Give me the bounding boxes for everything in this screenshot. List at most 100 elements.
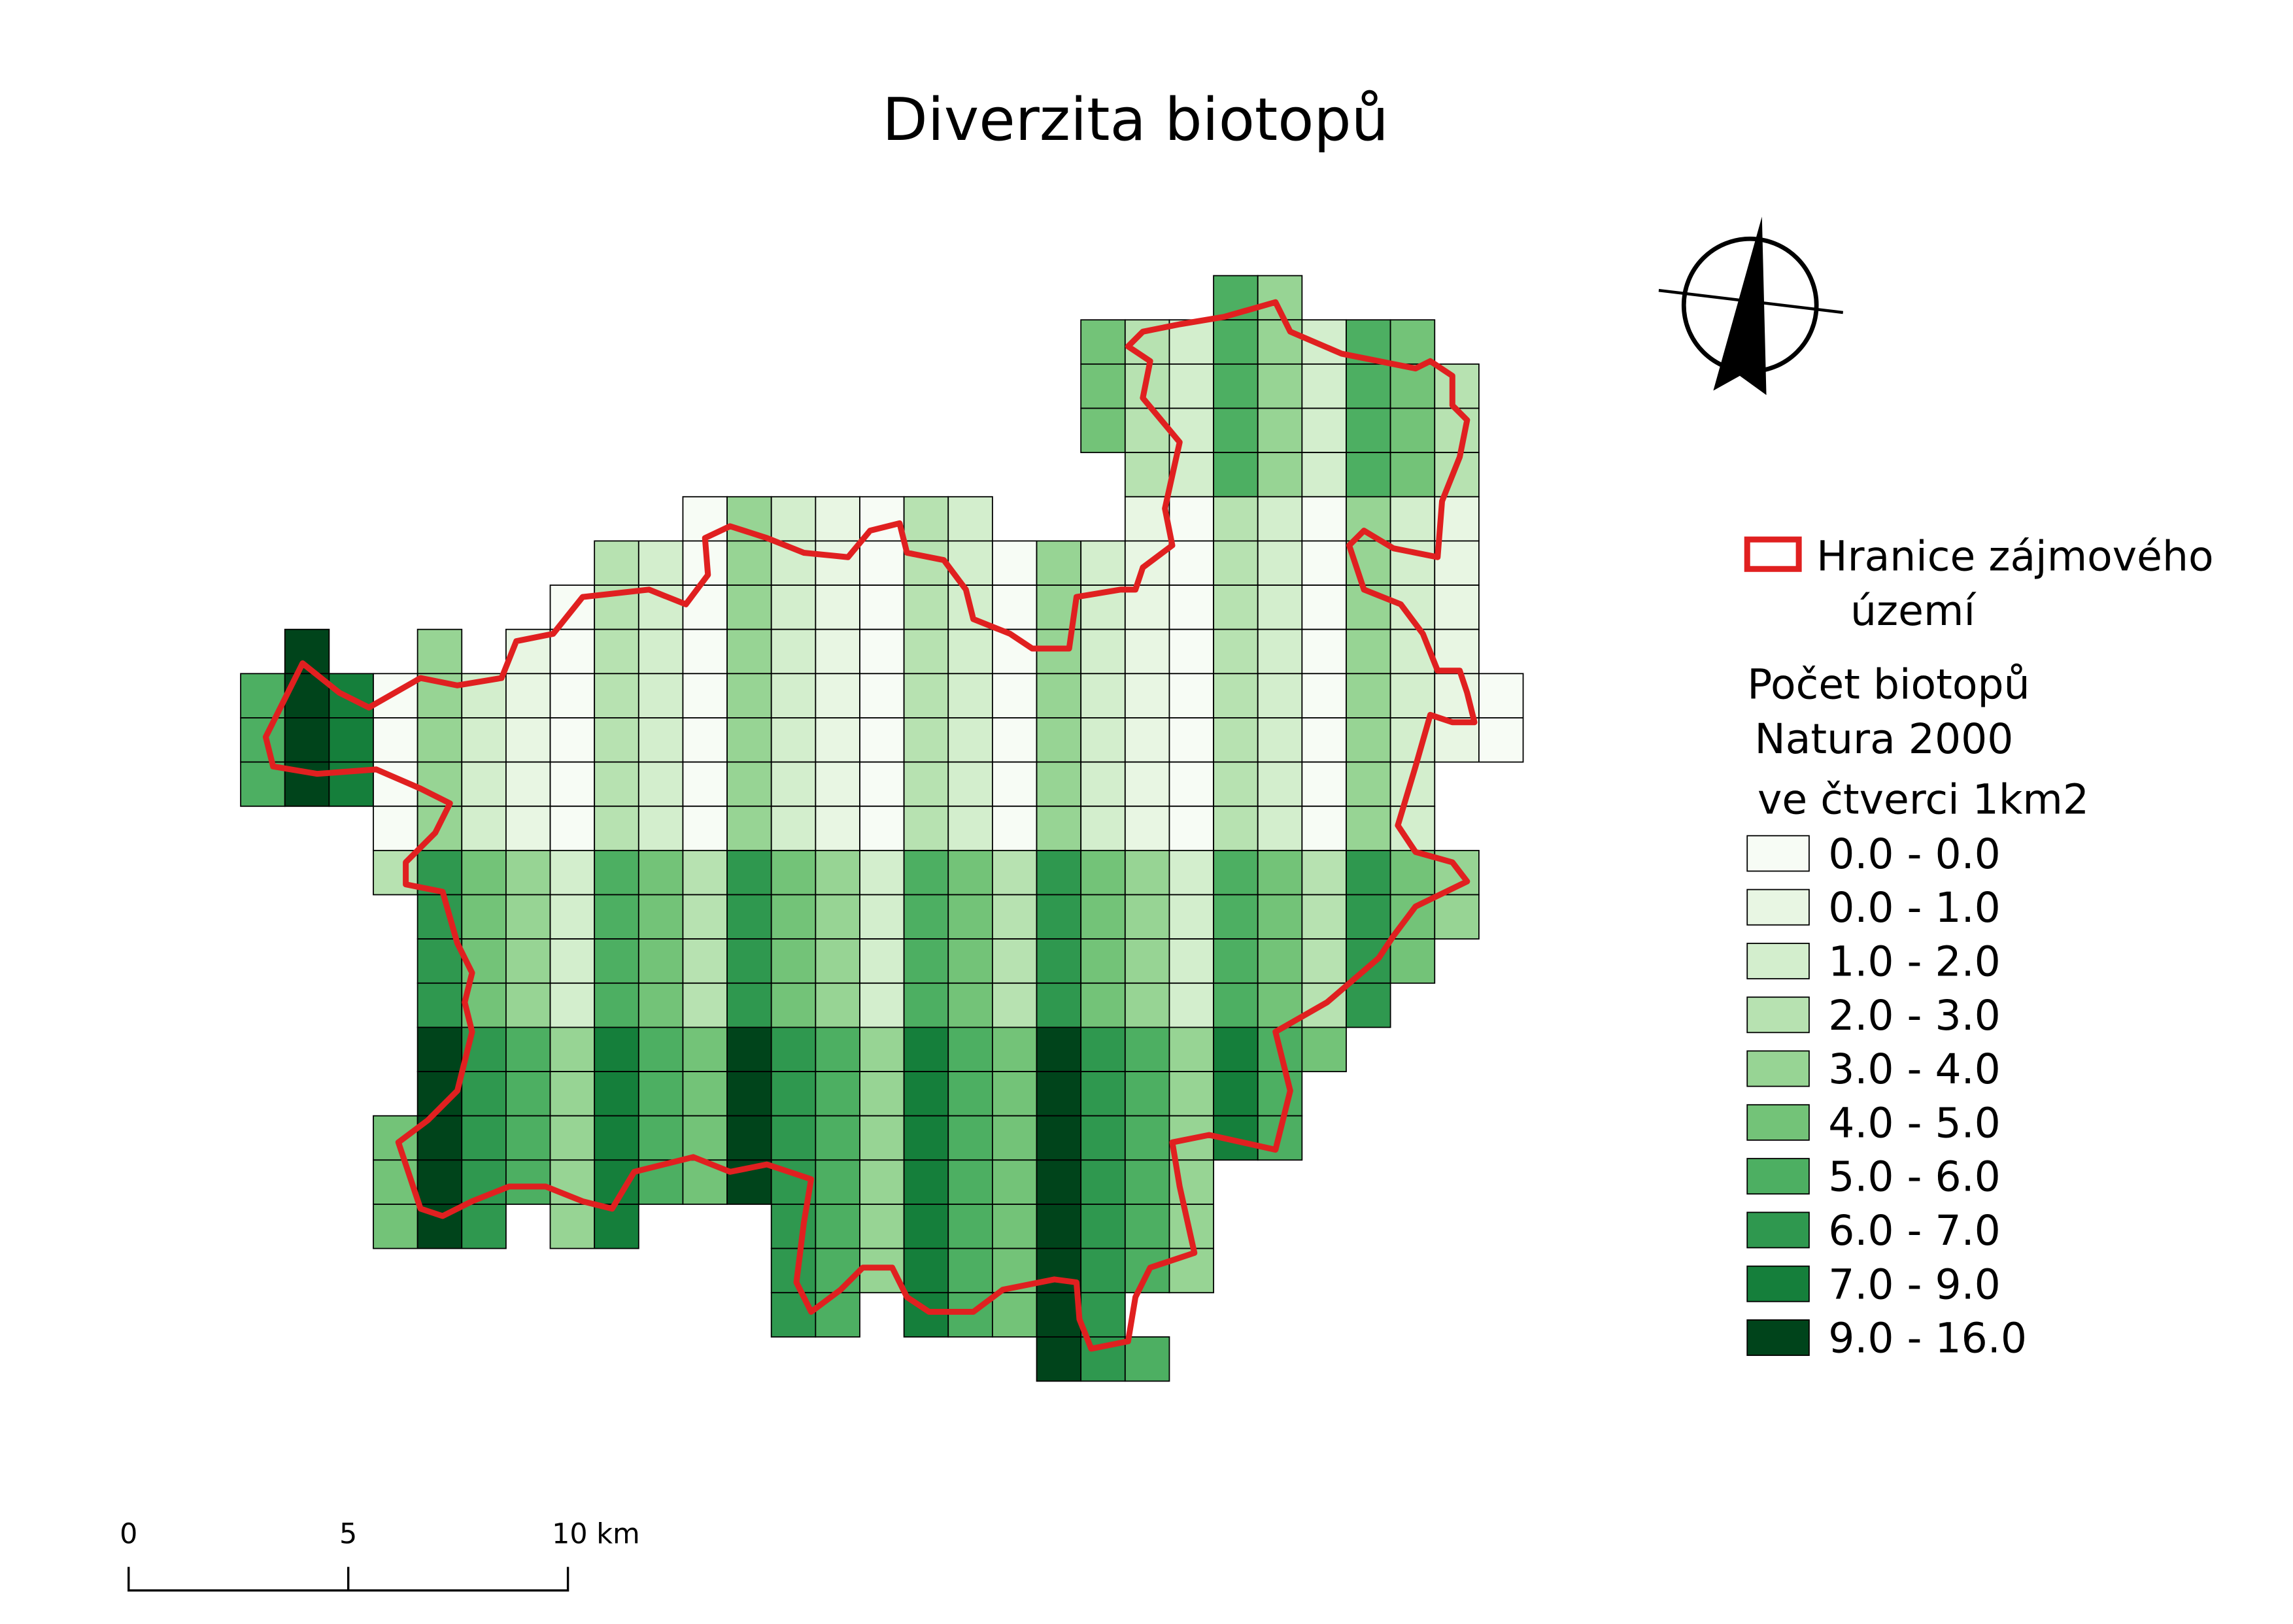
grid-cell xyxy=(903,673,949,719)
grid-cell xyxy=(859,1204,905,1249)
grid-cell xyxy=(682,805,728,851)
grid-cell xyxy=(682,496,728,542)
grid-cell xyxy=(1213,540,1259,586)
legend-swatch xyxy=(1746,1104,1810,1141)
grid-cell xyxy=(1257,628,1303,675)
grid-cell xyxy=(947,1204,993,1249)
grid-cell xyxy=(1213,584,1259,630)
legend-label: území xyxy=(1850,586,1977,635)
grid-cell xyxy=(461,849,507,896)
grid-cell xyxy=(1434,894,1480,940)
grid-cell xyxy=(947,673,993,719)
grid-cell xyxy=(682,761,728,807)
grid-cell xyxy=(1080,673,1126,719)
grid-cell xyxy=(815,938,860,984)
grid-cell xyxy=(1389,673,1436,719)
grid-cell xyxy=(1301,1026,1347,1072)
grid-cell xyxy=(549,1115,596,1161)
grid-cell xyxy=(1301,628,1347,675)
grid-cell xyxy=(815,717,860,763)
scale-bar: 0 5 10 km xyxy=(120,1518,640,1592)
grid-cell xyxy=(1478,673,1524,719)
grid-cell xyxy=(770,628,817,675)
grid-cell xyxy=(505,761,551,807)
grid-cell xyxy=(1036,894,1082,940)
grid-cell xyxy=(637,805,684,851)
grid-cell xyxy=(1257,894,1303,940)
grid-cell xyxy=(1301,673,1347,719)
grid-cell xyxy=(903,1159,949,1205)
grid-cell xyxy=(1213,628,1259,675)
grid-cell xyxy=(1124,673,1170,719)
legend-swatch xyxy=(1746,1050,1810,1087)
grid-cell xyxy=(1036,849,1082,896)
grid-cell xyxy=(594,673,639,719)
grid-cell xyxy=(373,1204,418,1249)
grid-cell xyxy=(1301,717,1347,763)
grid-cell xyxy=(1168,849,1214,896)
grid-cell xyxy=(1124,628,1170,675)
grid-cell xyxy=(637,673,684,719)
grid-cell xyxy=(682,1115,728,1161)
grid-cell xyxy=(416,1026,463,1072)
legend-swatch xyxy=(1746,888,1810,926)
grid-cell xyxy=(1080,805,1126,851)
grid-cell xyxy=(1346,982,1391,1028)
grid-cell xyxy=(1168,982,1214,1028)
grid-cell xyxy=(505,717,551,763)
grid-cell xyxy=(1080,717,1126,763)
grid-cell xyxy=(1080,540,1126,586)
legend-swatch xyxy=(1746,996,1810,1034)
map-title: Diverzita biotopů xyxy=(882,86,1388,154)
grid-cell xyxy=(991,1026,1038,1072)
legend-label: 1.0 - 2.0 xyxy=(1828,938,2001,986)
grid-cell xyxy=(1213,761,1259,807)
grid-cell xyxy=(1346,761,1391,807)
grid-cell xyxy=(505,982,551,1028)
grid-cell xyxy=(903,540,949,586)
grid-cell xyxy=(859,982,905,1028)
grid-cell xyxy=(1301,761,1347,807)
grid-cell xyxy=(815,1071,860,1117)
grid-cell xyxy=(726,1026,772,1072)
grid-cell xyxy=(637,628,684,675)
grid-cell xyxy=(726,673,772,719)
grid-cell xyxy=(815,761,860,807)
grid-cell xyxy=(815,1204,860,1249)
grid-cell xyxy=(726,1115,772,1161)
legend-swatch xyxy=(1746,1158,1810,1195)
grid-cell xyxy=(770,1115,817,1161)
legend-swatch xyxy=(1746,943,1810,979)
legend-title: Natura 2000 xyxy=(1755,715,2014,763)
grid-cell xyxy=(1213,717,1259,763)
grid-cell xyxy=(770,1204,817,1249)
grid-cell xyxy=(947,761,993,807)
legend-label: 9.0 - 16.0 xyxy=(1828,1314,2027,1362)
grid-cell xyxy=(726,1071,772,1117)
grid-cell xyxy=(1124,1159,1170,1205)
grid-cell xyxy=(770,1071,817,1117)
grid-cell xyxy=(505,938,551,984)
grid-cell xyxy=(815,496,860,542)
grid-cell xyxy=(991,1159,1038,1205)
grid-cell xyxy=(1124,894,1170,940)
grid-cell xyxy=(1080,1247,1126,1294)
grid-cell xyxy=(594,717,639,763)
grid-cell xyxy=(1124,982,1170,1028)
grid-cell xyxy=(1080,1159,1126,1205)
north-arrow xyxy=(1658,216,1844,396)
scale-label: 10 km xyxy=(552,1518,640,1551)
grid-cell xyxy=(461,805,507,851)
grid-cell xyxy=(1257,673,1303,719)
grid-cell xyxy=(682,628,728,675)
grid-cell xyxy=(815,982,860,1028)
grid-cell xyxy=(1036,540,1082,586)
legend: Hranice zájmového území Počet biotopů Na… xyxy=(1744,532,2214,1362)
grid-cell xyxy=(1080,938,1126,984)
grid-cell xyxy=(726,584,772,630)
grid-cell xyxy=(859,1115,905,1161)
legend-title: Počet biotopů xyxy=(1747,660,2030,709)
grid-cell xyxy=(770,1026,817,1072)
grid-cell xyxy=(1257,363,1303,409)
grid-cell xyxy=(1124,1336,1170,1382)
